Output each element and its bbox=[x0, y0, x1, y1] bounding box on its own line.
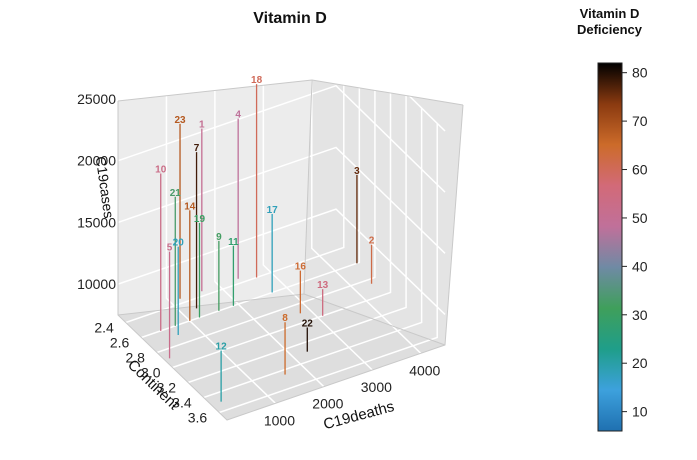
point-label: 13 bbox=[317, 280, 329, 291]
point-label: 7 bbox=[194, 143, 200, 154]
colorbar-ticks: 10 20 30 40 50 60 70 80 bbox=[622, 65, 648, 420]
x-gridline bbox=[165, 82, 276, 404]
y-tick-label: 2.4 bbox=[94, 320, 114, 336]
z-tick-label: 10000 bbox=[77, 276, 116, 292]
colorbar-title: Vitamin D Deficiency bbox=[552, 6, 667, 38]
z-gridline bbox=[117, 208, 446, 315]
x-gridline bbox=[214, 65, 325, 388]
colorbar-tick-label: 20 bbox=[632, 355, 648, 371]
x-tick-label: 1000 bbox=[264, 412, 295, 428]
x-tick-label: 2000 bbox=[312, 396, 343, 412]
axis-ticks: 10000 15000 20000 25000 2.42.62.83.03.23.43.… bbox=[77, 91, 440, 428]
point-label: 18 bbox=[251, 75, 263, 86]
point-label: 20 bbox=[173, 238, 185, 249]
colorbar-tick-label: 50 bbox=[632, 210, 648, 226]
y-tick-label: 3.4 bbox=[172, 395, 192, 411]
stems bbox=[160, 84, 373, 402]
point-label: 21 bbox=[170, 188, 182, 199]
y-tick-label: 3.6 bbox=[188, 410, 208, 426]
box-edges bbox=[117, 79, 464, 421]
colorbar-tick-label: 70 bbox=[632, 113, 648, 129]
point-label: 8 bbox=[282, 313, 288, 324]
y-gridline bbox=[172, 77, 392, 369]
chart-title: Vitamin D bbox=[253, 10, 327, 27]
y-tick-label: 2.8 bbox=[125, 350, 145, 366]
y-gridline bbox=[218, 123, 438, 414]
point-label: 14 bbox=[184, 201, 196, 212]
x-tick-label: 3000 bbox=[361, 379, 392, 395]
colorbar-tick-label: 80 bbox=[632, 65, 648, 81]
y-tick-label: 2.6 bbox=[110, 335, 130, 351]
point-label: 22 bbox=[302, 318, 314, 329]
y-tick-label: 3.2 bbox=[157, 380, 177, 396]
point-label: 10 bbox=[155, 164, 167, 175]
point-label: 5 bbox=[167, 243, 173, 254]
colorbar-tick-label: 30 bbox=[632, 307, 648, 323]
colorbar-title-line2: Deficiency bbox=[576, 22, 643, 37]
y-tick-label: 3.0 bbox=[141, 365, 161, 381]
x-tick-label: 4000 bbox=[409, 362, 440, 378]
colorbar-tick-label: 60 bbox=[632, 162, 648, 178]
point-label: 9 bbox=[216, 232, 222, 243]
y-gridline bbox=[203, 108, 423, 399]
z-gridline bbox=[117, 23, 446, 132]
z-gridline bbox=[117, 146, 446, 254]
y-gridline bbox=[141, 46, 361, 339]
point-label: 1 bbox=[199, 120, 205, 131]
z-tick-label: 15000 bbox=[77, 214, 116, 230]
x-gridline bbox=[262, 49, 373, 371]
x-gridline bbox=[311, 32, 422, 354]
y-gridline bbox=[187, 92, 407, 384]
floor bbox=[118, 294, 445, 420]
point-label: 11 bbox=[228, 237, 239, 248]
point-label: 2 bbox=[369, 236, 375, 247]
colorbar bbox=[597, 62, 623, 432]
point-label: 4 bbox=[235, 110, 241, 121]
z-tick-label: 20000 bbox=[77, 153, 116, 169]
y-gridline bbox=[156, 62, 376, 354]
z-tick-label: 25000 bbox=[77, 91, 116, 107]
z-gridline bbox=[117, 84, 446, 193]
colorbar-tick-label: 40 bbox=[632, 258, 648, 274]
point-label: 23 bbox=[174, 115, 186, 126]
point-label: 19 bbox=[194, 214, 206, 225]
gridlines bbox=[117, 23, 446, 414]
point-label: 12 bbox=[216, 342, 228, 353]
point-label: 3 bbox=[354, 166, 360, 177]
point-label: 16 bbox=[295, 262, 307, 273]
colorbar-title-line1: Vitamin D bbox=[579, 6, 640, 21]
point-label: 17 bbox=[267, 205, 279, 216]
y-gridline bbox=[125, 31, 345, 324]
colorbar-tick-label: 10 bbox=[632, 404, 648, 420]
